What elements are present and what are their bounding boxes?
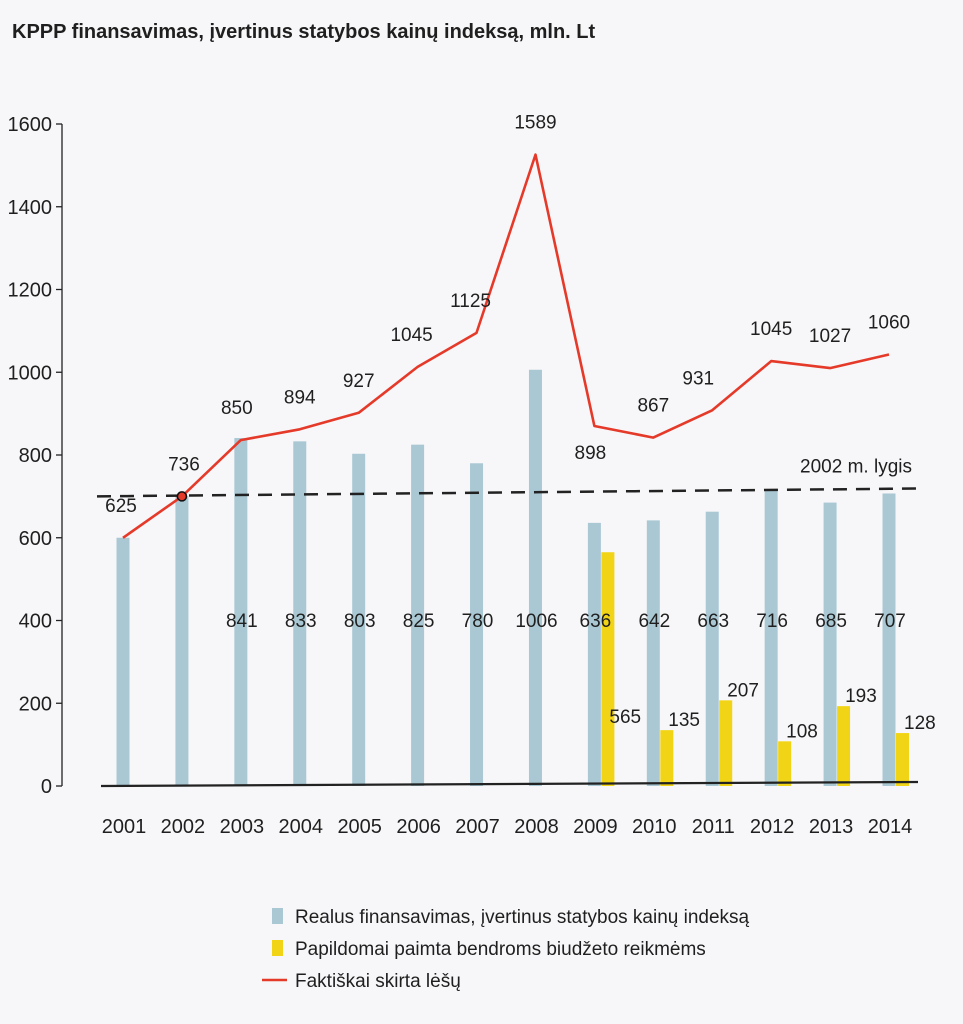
y-tick-label: 800 (19, 445, 52, 467)
y-tick-label: 200 (19, 693, 52, 715)
real-funding-bar (646, 520, 660, 786)
x-tick-label: 2011 (692, 816, 735, 838)
reference-line-label: 2002 m. lygis (800, 457, 912, 478)
line-value-label: 894 (284, 387, 316, 408)
line-value-label: 867 (637, 396, 669, 417)
legend-extra-label: Papildomai paimta bendroms biudžeto reik… (295, 939, 706, 960)
real-funding-bar (882, 493, 896, 786)
real-funding-value-label: 841 (226, 611, 258, 632)
real-funding-value-label: 707 (874, 611, 906, 632)
y-tick-label: 1000 (8, 362, 53, 384)
extra-budget-value-label: 207 (727, 680, 759, 701)
extra-budget-bar (719, 700, 733, 786)
extra-budget-bar (778, 741, 792, 786)
x-tick-label: 2004 (279, 816, 324, 838)
real-funding-bar (293, 441, 307, 786)
line-value-label: 1060 (868, 312, 910, 333)
real-funding-value-label: 780 (462, 611, 494, 632)
y-tick-label: 1400 (8, 197, 53, 219)
real-funding-value-label: 1006 (515, 611, 557, 632)
real-funding-value-label: 803 (344, 611, 376, 632)
extra-budget-bar (601, 552, 615, 786)
x-tick-label: 2010 (632, 816, 677, 838)
line-value-label: 898 (575, 443, 607, 464)
real-funding-bar (352, 453, 366, 786)
real-funding-value-label: 716 (756, 611, 788, 632)
real-funding-bars (116, 369, 896, 786)
real-funding-value-label: 833 (285, 611, 317, 632)
line-value-label: 1125 (450, 291, 491, 312)
extra-budget-value-label: 128 (904, 713, 936, 734)
y-tick-label: 600 (19, 528, 52, 550)
x-axis-line (100, 780, 919, 788)
x-tick-label: 2014 (868, 816, 913, 838)
real-funding-value-label: 825 (403, 611, 435, 632)
legend-real-swatch (272, 908, 283, 924)
y-tick-label: 0 (41, 776, 52, 798)
real-funding-bar (705, 511, 719, 786)
real-funding-bar (411, 444, 425, 786)
extra-budget-bar (660, 730, 674, 786)
extra-budget-bar (896, 733, 909, 786)
y-tick-label: 1200 (8, 280, 53, 302)
real-funding-value-label: 642 (638, 611, 670, 632)
chart-title: KPPP finansavimas, įvertinus statybos ka… (12, 21, 595, 43)
reference-line (96, 487, 919, 498)
line-value-label: 850 (221, 398, 253, 419)
extra-budget-bar (837, 706, 851, 786)
line-value-label: 736 (168, 454, 200, 475)
x-tick-label: 2008 (514, 816, 559, 838)
data-labels: 625 736 850 894 927 1045 1125 1589 898 867 931 1045… (105, 113, 936, 743)
x-tick-label: 2013 (809, 816, 854, 838)
x-tick-label: 2003 (220, 816, 265, 838)
extra-budget-bars (601, 552, 909, 786)
reference-marker-point (176, 491, 188, 502)
extra-budget-value-label: 108 (786, 721, 818, 742)
line-value-label: 625 (105, 496, 137, 517)
real-funding-bar (587, 522, 601, 786)
extra-budget-value-label: 193 (845, 686, 877, 707)
x-tick-label: 2006 (396, 816, 441, 838)
x-tick-label: 2012 (750, 816, 795, 838)
real-funding-bar (528, 369, 542, 786)
y-tick-label: 400 (19, 611, 52, 633)
legend-line-label: Faktiškai skirta lėšų (295, 971, 461, 992)
x-tick-label: 2007 (455, 816, 500, 838)
allocated-funds-line (122, 153, 890, 539)
legend-extra-swatch (272, 940, 283, 956)
real-funding-bar (764, 489, 778, 786)
legend-real-label: Realus finansavimas, įvertinus statybos … (295, 907, 750, 928)
x-axis: 2001 2002 2003 2004 2005 2006 2007 2008 2009 2010… (100, 780, 919, 838)
line-value-label: 1045 (390, 325, 432, 346)
real-funding-bar (116, 537, 130, 786)
extra-budget-value-label: 565 (609, 707, 641, 728)
line-value-label: 1589 (514, 113, 556, 134)
real-funding-bar (823, 502, 837, 786)
real-funding-value-label: 663 (697, 611, 729, 632)
extra-budget-value-label: 135 (668, 710, 700, 731)
legend: Realus finansavimas, įvertinus statybos … (262, 907, 750, 992)
real-funding-value-label: 685 (815, 611, 847, 632)
allocated-funds-line-group (122, 153, 890, 539)
x-tick-label: 2001 (102, 816, 147, 838)
line-value-label: 1045 (750, 319, 792, 340)
line-value-label: 927 (343, 371, 375, 392)
line-value-label: 931 (682, 368, 714, 389)
x-tick-label: 2002 (161, 816, 206, 838)
x-tick-label: 2005 (337, 816, 382, 838)
y-tick-label: 1600 (8, 114, 53, 136)
real-funding-bar (470, 463, 484, 786)
x-tick-label: 2009 (573, 816, 618, 838)
real-funding-value-label: 636 (580, 611, 612, 632)
real-funding-bar (175, 496, 189, 786)
real-funding-bar (234, 438, 248, 786)
reference-line-group: 2002 m. lygis (96, 457, 919, 498)
line-value-label: 1027 (809, 326, 851, 347)
y-axis: 0 200 400 600 800 1000 1200 1400 1600 (8, 114, 63, 798)
